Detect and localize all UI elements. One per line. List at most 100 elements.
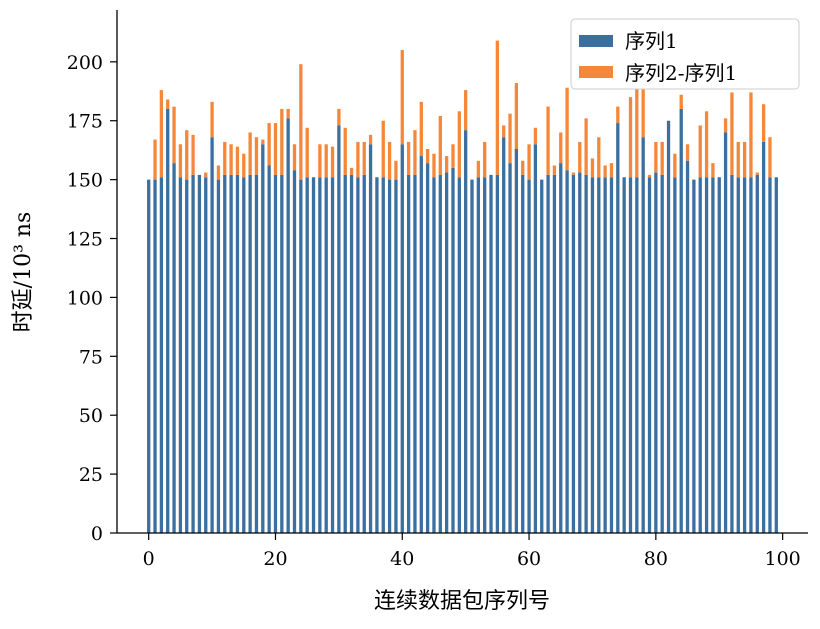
y-tick-label: 125: [67, 229, 103, 251]
bar-series-1: [172, 163, 176, 534]
bar-series-1: [742, 177, 747, 534]
bar-series-2: [768, 137, 772, 178]
x-tick-label: 20: [263, 548, 287, 570]
bar-series-2: [235, 146, 240, 175]
legend-label-series-2: 序列2-序列1: [625, 61, 737, 85]
bar-series-2: [495, 40, 500, 175]
bar-series-2: [337, 108, 341, 126]
bar-series-1: [242, 177, 246, 534]
bar-series-2: [521, 160, 525, 175]
legend-swatch-series-1: [579, 35, 613, 47]
bar-series-1: [527, 179, 531, 533]
bar-series-2: [210, 101, 214, 138]
bar-series-1: [292, 170, 297, 534]
bar-series-2: [159, 90, 164, 178]
y-tick-label: 25: [79, 464, 103, 486]
bar-series-1: [438, 174, 442, 533]
bar-series-1: [178, 177, 183, 534]
bar-series-1: [578, 172, 582, 533]
x-tick-label: 0: [143, 548, 155, 570]
bar-series-1: [755, 174, 759, 533]
bar-series-2: [730, 92, 734, 175]
y-tick-label: 75: [79, 346, 103, 368]
x-tick-label: 100: [765, 548, 801, 570]
bar-series-1: [470, 179, 474, 533]
bar-series-2: [464, 90, 468, 131]
bar-series-1: [502, 137, 506, 533]
bar-series-2: [166, 99, 170, 109]
bar-series-2: [191, 134, 195, 175]
bar-series-1: [299, 179, 303, 533]
bar-series-2: [267, 123, 271, 166]
bar-series-1: [311, 177, 316, 534]
bar-series-2: [635, 61, 639, 178]
bar-series-2: [578, 141, 582, 173]
bar-series-2: [755, 172, 759, 175]
x-tick-label: 40: [390, 548, 414, 570]
bar-series-2: [381, 120, 385, 178]
y-axis-title: 时延/10³ ns: [11, 212, 36, 333]
bar-series-2: [153, 139, 157, 180]
bar-series-1: [761, 141, 766, 534]
bar-series-2: [330, 146, 335, 178]
bar-series-2: [248, 132, 252, 175]
bar-series-1: [768, 177, 772, 534]
bar-series-2: [292, 144, 297, 171]
bar-series-2: [527, 144, 531, 180]
bar-series-1: [413, 174, 417, 533]
bar-series-2: [273, 123, 278, 175]
legend-swatch-series-2: [579, 66, 613, 78]
bar-series-1: [464, 130, 468, 533]
bar-series-1: [204, 177, 208, 534]
bar-series-1: [774, 177, 778, 534]
bar-series-2: [508, 113, 512, 164]
bar-series-1: [704, 177, 709, 534]
bar-series-1: [318, 177, 322, 534]
bar-series-2: [476, 160, 480, 178]
bar-series-2: [628, 97, 633, 178]
bar-series-1: [565, 170, 569, 534]
bar-series-1: [280, 174, 284, 533]
bar-series-1: [736, 177, 740, 534]
bar-series-2: [584, 118, 588, 175]
y-tick-label: 175: [67, 111, 103, 133]
bar-series-1: [647, 177, 652, 534]
bar-series-2: [178, 144, 183, 178]
bar-series-1: [210, 137, 214, 533]
bar-series-1: [381, 177, 385, 534]
bar-series-2: [286, 108, 290, 119]
bar-series-2: [362, 141, 366, 175]
bar-series-1: [654, 172, 658, 533]
bar-series-1: [590, 177, 595, 534]
bar-series-2: [204, 172, 208, 178]
bar-series-2: [400, 50, 404, 145]
bar-series-1: [508, 163, 512, 534]
bar-series-2: [609, 163, 614, 178]
bar-series-1: [267, 165, 271, 533]
bar-series-2: [413, 130, 417, 175]
bar-series-1: [603, 177, 607, 534]
bar-series-1: [419, 156, 423, 534]
bar-series-1: [692, 179, 696, 533]
bar-series-1: [394, 179, 398, 533]
bar-series-2: [419, 101, 423, 157]
bar-series-2: [723, 118, 728, 133]
x-tick-label: 60: [517, 548, 541, 570]
bar-series-1: [451, 167, 455, 533]
bar-series-2: [571, 172, 576, 175]
bar-series-2: [261, 139, 265, 145]
bar-series-2: [216, 165, 221, 180]
bar-series-1: [368, 144, 373, 533]
bar-series-1: [305, 177, 309, 534]
bar-series-2: [242, 153, 246, 178]
bar-series-1: [216, 179, 221, 533]
bar-series-1: [457, 177, 461, 534]
bars-layer: [147, 40, 778, 534]
bar-series-1: [324, 177, 328, 534]
y-tick-label: 150: [67, 170, 103, 192]
bar-series-2: [318, 144, 322, 178]
bar-series-2: [223, 141, 227, 175]
bar-series-2: [483, 141, 487, 178]
bar-series-1: [147, 179, 151, 533]
